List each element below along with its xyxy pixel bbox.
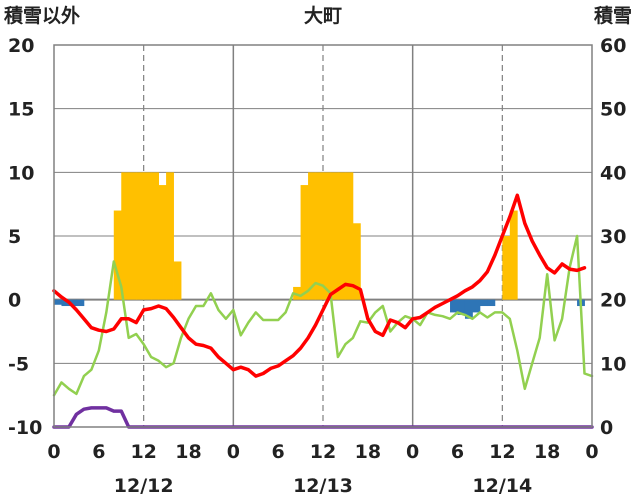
right-y-tick-label: 60: [600, 35, 626, 57]
x-hour-tick-label: 18: [534, 441, 560, 463]
right-y-tick-label: 40: [600, 162, 626, 184]
x-hour-tick-label: 12: [489, 441, 515, 463]
blue-bar: [472, 299, 481, 313]
blue-bar: [464, 299, 473, 319]
precip-bar: [158, 185, 167, 300]
precip-bar: [502, 236, 511, 300]
x-date-label: 12/14: [472, 475, 532, 497]
temperature-series: [52, 193, 587, 378]
right-axis-title: 積雪: [594, 4, 632, 27]
precip-bar: [151, 172, 160, 300]
right-y-tick-label: 30: [600, 226, 626, 248]
blue-bar: [487, 299, 496, 307]
left-y-tick-label: 0: [8, 290, 21, 312]
left-axis-title: 積雪以外: [4, 4, 80, 27]
precip-bar: [128, 172, 137, 300]
x-hour-tick-label: 6: [92, 441, 105, 463]
x-hour-tick-label: 18: [355, 441, 381, 463]
x-hour-tick-label: 0: [47, 441, 60, 463]
blue-bar: [76, 299, 85, 307]
precip-bar: [337, 172, 346, 300]
left-y-tick-label: 15: [8, 99, 34, 121]
green-line-series: [52, 234, 594, 397]
x-hour-tick-label: 0: [585, 441, 598, 463]
precip-bar: [323, 172, 331, 300]
blue-bar: [54, 299, 62, 305]
precip-bar: [136, 172, 145, 300]
left-y-tick-label: 20: [8, 35, 34, 57]
right-y-tick-label: 0: [600, 417, 613, 439]
precip-bar: [173, 261, 182, 300]
precip-bar: [121, 172, 130, 300]
precip-bar: [315, 172, 324, 300]
precip-bar: [113, 210, 122, 300]
plot-frame: [53, 44, 593, 428]
precip-bar: [352, 223, 361, 300]
x-hour-tick-label: 12: [310, 441, 336, 463]
precip-bar: [345, 172, 354, 300]
precip-bar: [509, 210, 518, 300]
precip-bar: [300, 185, 309, 300]
blue-bar: [479, 299, 488, 307]
bar-series: [54, 172, 585, 319]
precip-bar: [330, 172, 339, 300]
right-y-tick-label: 20: [600, 290, 626, 312]
right-y-tick-label: 10: [600, 353, 626, 375]
x-hour-tick-label: 0: [227, 441, 240, 463]
x-date-label: 12/12: [114, 475, 174, 497]
blue-bar: [61, 299, 70, 307]
chart-title: 大町: [304, 4, 342, 27]
precip-bar: [143, 172, 152, 300]
x-hour-tick-label: 6: [272, 441, 285, 463]
precip-bar: [166, 172, 174, 300]
left-y-tick-label: 5: [8, 226, 21, 248]
left-y-tick-label: -5: [8, 353, 29, 375]
precip-bar: [308, 172, 316, 300]
right-y-tick-label: 50: [600, 99, 626, 121]
x-hour-tick-label: 12: [130, 441, 156, 463]
left-y-tick-label: -10: [8, 417, 42, 439]
x-hour-tick-label: 6: [451, 441, 464, 463]
blue-bar: [450, 299, 458, 313]
blue-bar: [68, 299, 77, 307]
x-hour-tick-label: 18: [175, 441, 201, 463]
blue-bar: [457, 299, 466, 315]
x-date-label: 12/13: [293, 475, 353, 497]
left-y-tick-label: 10: [8, 162, 34, 184]
x-hour-tick-label: 0: [406, 441, 419, 463]
